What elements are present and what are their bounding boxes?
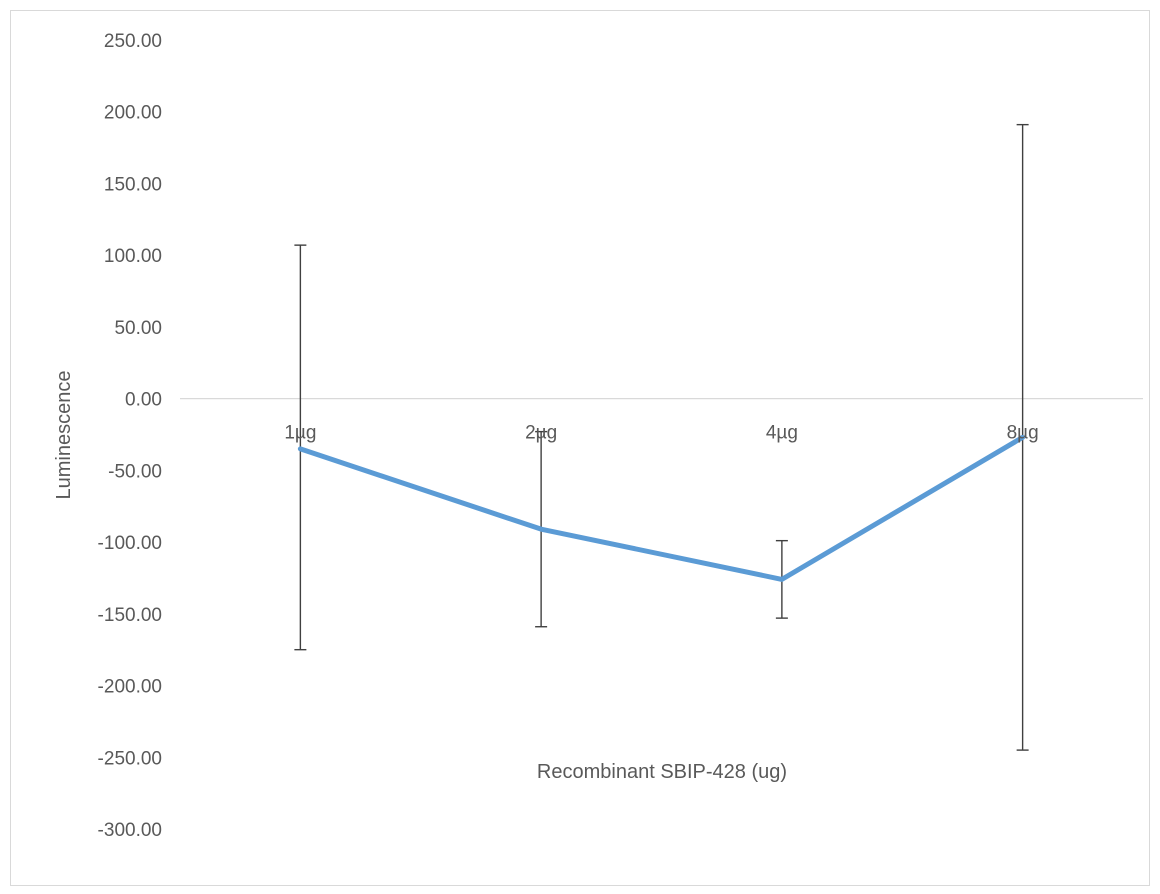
x-tick-label: 1µg — [284, 423, 316, 444]
x-axis-title: Recombinant SBIP-428 (ug) — [537, 761, 787, 783]
y-tick-label: 50.00 — [114, 318, 162, 339]
y-tick-label: 250.00 — [104, 31, 162, 52]
x-tick-label: 4µg — [766, 423, 798, 444]
x-axis-ticks: 1µg 2µg 4µg 8µg — [284, 423, 1038, 444]
y-tick-label: -150.00 — [98, 605, 162, 626]
x-tick-label: 2µg — [525, 423, 557, 444]
chart-frame — [10, 10, 1150, 886]
y-tick-label: 200.00 — [104, 103, 162, 124]
y-tick-label: -50.00 — [108, 461, 162, 482]
y-tick-label: 100.00 — [104, 246, 162, 267]
y-tick-label: -250.00 — [98, 748, 162, 769]
series-line — [297, 434, 1026, 582]
y-tick-label: 150.00 — [104, 174, 162, 195]
y-tick-label: -100.00 — [98, 533, 162, 554]
y-axis-title: Luminescence — [53, 371, 75, 500]
y-tick-label: 0.00 — [125, 390, 162, 411]
y-axis-ticks: 250.00 200.00 150.00 100.00 50.00 0.00 -50.00 -… — [98, 31, 162, 841]
y-tick-label: -200.00 — [98, 677, 162, 698]
x-tick-label: 8µg — [1007, 423, 1039, 444]
error-bars — [294, 123, 1029, 751]
y-tick-label: -300.00 — [98, 820, 162, 841]
